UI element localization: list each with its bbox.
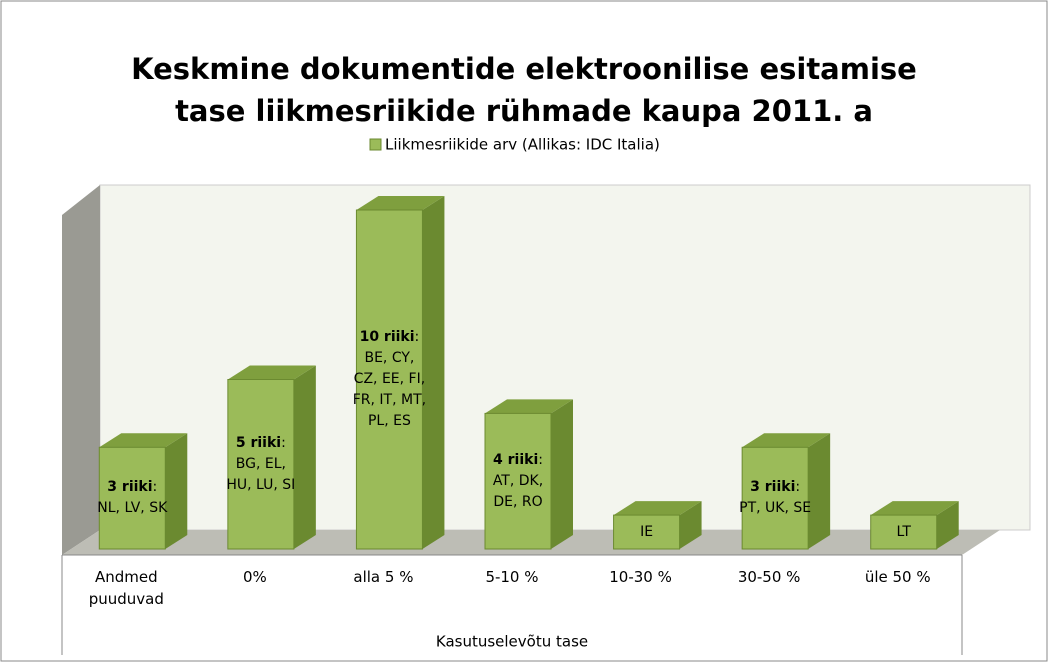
bar-top xyxy=(99,433,188,448)
bar xyxy=(227,379,295,550)
side-wall xyxy=(62,185,100,555)
x-tick-box: 30-50 % xyxy=(737,568,801,586)
bar-label-box: 4 riikiAT, DK, DE, RO xyxy=(481,413,555,549)
bar-label: 10 riikiBE, CY, CZ, EE, FI, FR, IT, MT, … xyxy=(352,210,426,549)
bar-label: 3 riiki PT, UK, SE xyxy=(738,447,812,549)
bar-side xyxy=(679,501,702,549)
bar-top xyxy=(613,501,702,516)
x-tick-box: alla 5 % xyxy=(353,568,414,586)
country-list: BG, EL, HU, LU, SI xyxy=(226,455,296,493)
bar-label: LT xyxy=(867,515,941,549)
bar xyxy=(98,446,166,550)
legend-swatch xyxy=(369,138,382,151)
bar-label-box: 3 riiki PT, UK, SE xyxy=(738,447,812,549)
x-tick-box: 10-30 % xyxy=(609,568,672,586)
x-tick-box: 5-10 % xyxy=(485,568,539,586)
bar-top xyxy=(356,196,445,210)
bar-label-box: IE xyxy=(610,515,684,549)
bar-side xyxy=(422,196,445,549)
x-tick-box: 0% xyxy=(242,568,267,586)
bar-label: IE xyxy=(610,515,684,549)
x-tick-label: alla 5 % xyxy=(353,568,414,586)
bar-label-box: 5 riikiBG, EL, HU, LU, SI xyxy=(224,380,298,550)
country-list: PT, UK, SE xyxy=(739,500,812,517)
x-tick-label: Andmed puuduvad xyxy=(88,568,164,608)
bar-label-box: 3 riiki NL, LV, SK xyxy=(95,447,169,549)
x-tick-label: 5-10 % xyxy=(485,568,539,586)
bar-top xyxy=(485,399,573,414)
bar-label: 3 riiki NL, LV, SK xyxy=(95,447,169,549)
bar xyxy=(741,446,809,550)
bar xyxy=(355,209,423,550)
bar-side xyxy=(808,433,831,549)
bar xyxy=(613,514,681,550)
legend-label: Liikmesriikide arv (Allikas: IDC Italia) xyxy=(385,136,660,154)
x-tick-label: 30-50 % xyxy=(737,568,801,586)
value-label: 3 riiki xyxy=(107,477,157,498)
country-list: LT xyxy=(896,523,911,540)
country-list: BE, CY, CZ, EE, FI, FR, IT, MT, PL, ES xyxy=(352,350,427,429)
bar xyxy=(484,412,552,550)
bar-side xyxy=(551,399,573,549)
value-label: 4 riiki xyxy=(493,450,543,471)
value-label: 10 riiki xyxy=(360,327,420,348)
bar-label: 5 riikiBG, EL, HU, LU, SI xyxy=(224,380,298,550)
bar-label-box: 10 riikiBE, CY, CZ, EE, FI, FR, IT, MT, … xyxy=(352,210,426,549)
value-label: 5 riiki xyxy=(236,433,286,454)
country-list: NL, LV, SK xyxy=(97,500,168,517)
bar-top xyxy=(227,365,316,380)
x-tick-label: 0% xyxy=(242,568,267,586)
bar-label-box: LT xyxy=(867,515,941,549)
x-tick-label: 10-30 % xyxy=(609,568,672,586)
x-tick-label: üle 50 % xyxy=(864,568,931,586)
bar-side xyxy=(165,433,188,549)
bar-top xyxy=(870,501,959,516)
bar-label: 4 riikiAT, DK, DE, RO xyxy=(481,413,555,549)
x-axis-title: Kasutuselevõtu tase xyxy=(436,633,588,651)
bar xyxy=(870,514,938,550)
bar-top xyxy=(742,433,831,448)
country-list: IE xyxy=(640,523,654,540)
value-label: 3 riiki xyxy=(750,477,800,498)
chart-title: Keskmine dokumentide elektroonilise esit… xyxy=(131,52,917,128)
x-tick-box: Andmed puuduvad xyxy=(88,568,164,608)
bar-side xyxy=(936,501,959,549)
x-tick-box: üle 50 % xyxy=(864,568,931,586)
country-list: AT, DK, DE, RO xyxy=(492,472,544,510)
bar-side xyxy=(293,365,316,549)
title-box: Keskmine dokumentide elektroonilise esit… xyxy=(131,52,917,128)
